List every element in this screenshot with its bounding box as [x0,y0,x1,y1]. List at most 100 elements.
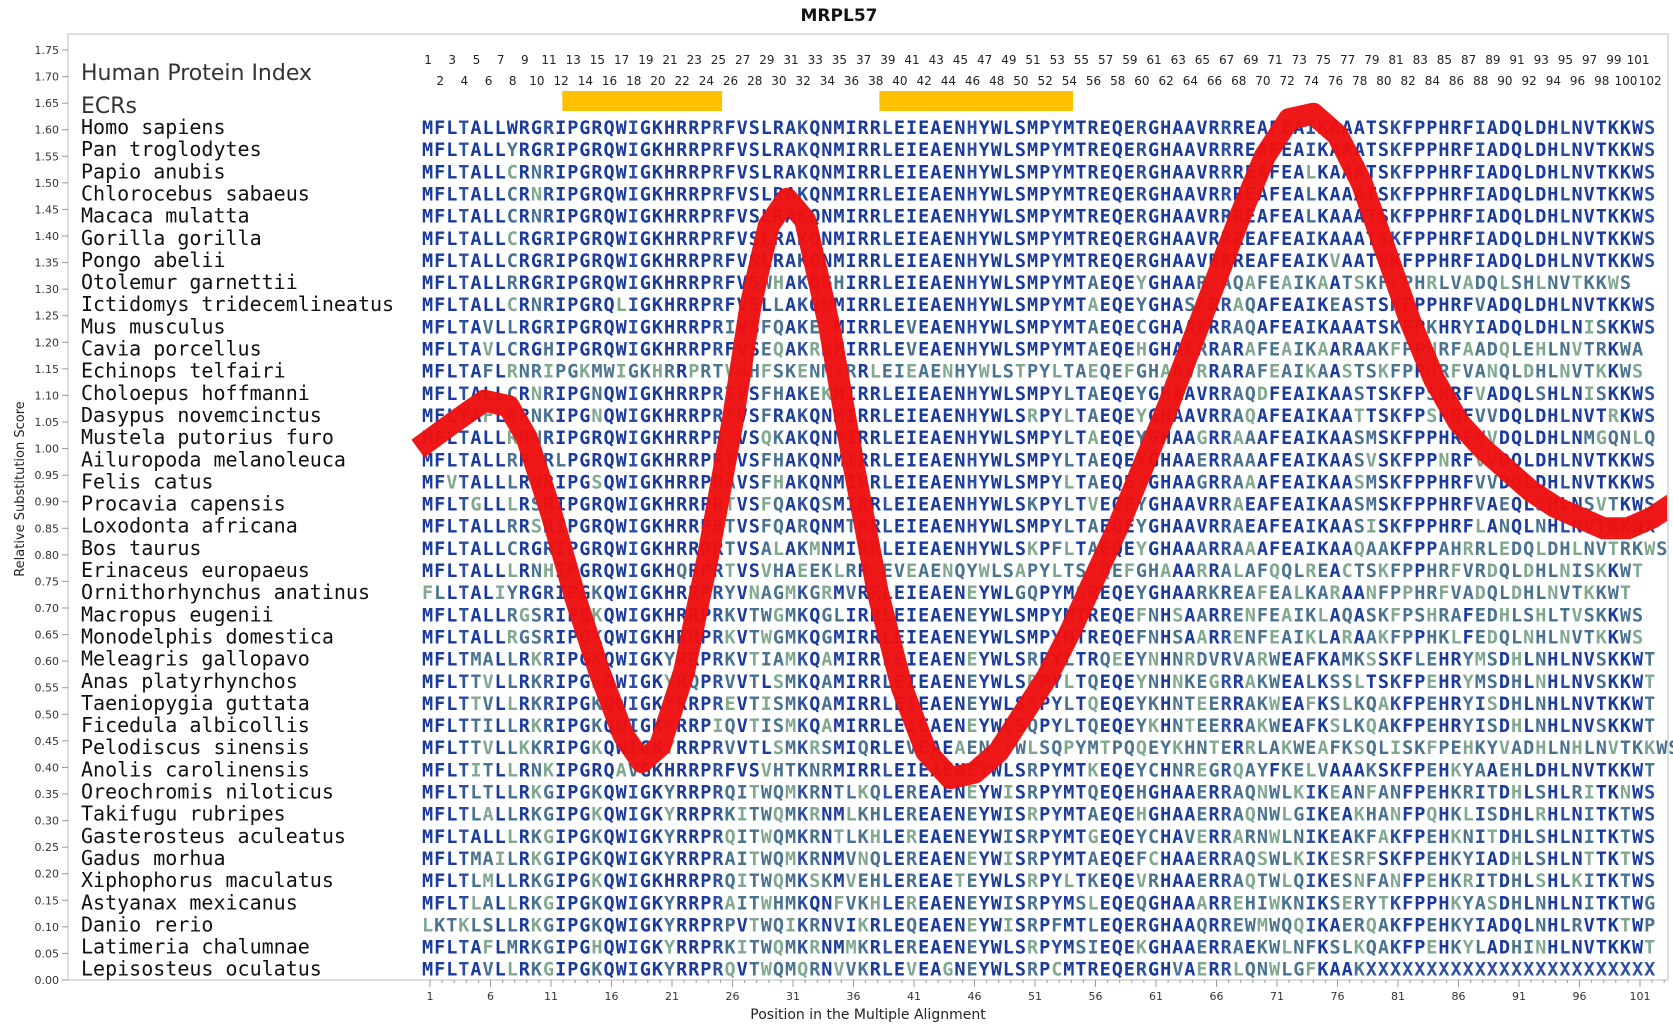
residue: G [640,406,651,427]
residue: N [821,184,832,205]
residue: R [1027,871,1039,892]
residue: Y [1051,162,1063,183]
residue: R [870,251,882,272]
residue: A [930,893,941,914]
index-number: 76 [1328,74,1343,88]
residue: D [1499,118,1510,139]
residue: I [1305,450,1316,471]
residue: A [1233,450,1244,471]
residue: P [567,495,578,516]
residue: E [1196,450,1207,471]
residue: K [1317,472,1329,493]
residue: T [1596,472,1607,493]
residue: Q [604,428,615,449]
residue: K [797,295,809,316]
residue: R [712,317,724,338]
residue: T [749,783,760,804]
residue: G [640,893,651,914]
residue: Q [604,384,615,405]
residue: F [1390,561,1401,582]
residue: N [1523,627,1534,648]
residue: M [1027,472,1038,493]
residue: H [1535,362,1546,383]
residue: S [1402,738,1413,759]
residue: R [712,583,724,604]
x-tick-label: 36 [847,990,861,1003]
residue: P [1414,450,1425,471]
residue: W [761,938,773,959]
residue: I [555,716,566,737]
residue: R [676,184,688,205]
residue: R [688,428,700,449]
residue: I [555,738,566,759]
residue: I [1305,229,1316,250]
residue: L [1559,406,1570,427]
residue: R [809,938,821,959]
residue: Q [1112,295,1123,316]
residue: L [446,760,457,781]
residue: S [749,539,760,560]
residue: A [1281,605,1292,626]
residue: W [616,472,628,493]
residue: K [785,362,797,383]
residue: S [821,495,832,516]
residue: R [688,450,700,471]
residue: L [1354,672,1365,693]
residue: V [737,672,748,693]
residue: L [446,140,457,161]
species-sequence: MFLTGLLLRSRIPGRQWIGKHRRPRTVSFQAKQSMIRRLE… [422,495,1655,516]
residue: L [882,384,893,405]
residue: A [785,561,796,582]
x-tick-label: 31 [786,990,800,1003]
residue: L [507,805,518,826]
residue: K [1317,938,1329,959]
residue: R [591,140,603,161]
residue: L [483,184,494,205]
residue: R [543,672,555,693]
residue: R [591,495,603,516]
residue: P [700,428,711,449]
residue: A [821,694,832,715]
residue: M [833,118,844,139]
residue: N [821,450,832,471]
residue: E [942,118,953,139]
residue: S [1378,760,1389,781]
x-tick-label: 81 [1391,990,1405,1003]
residue: K [821,871,833,892]
residue: K [797,428,809,449]
residue: E [1100,783,1111,804]
residue: R [858,162,870,183]
residue: A [1463,273,1474,294]
residue: Q [1112,317,1123,338]
residue: Y [1051,827,1063,848]
residue: I [1475,140,1486,161]
residue: E [894,960,905,981]
residue: K [591,915,603,936]
index-number: 14 [578,74,593,88]
residue: F [1402,783,1413,804]
residue: P [1039,760,1050,781]
residue: P [700,184,711,205]
residue: A [1245,362,1256,383]
residue: Y [1051,317,1063,338]
residue: L [1342,716,1353,737]
residue: P [567,406,578,427]
residue: G [579,672,590,693]
species-name: Procavia capensis [81,492,286,516]
residue: R [809,849,821,870]
residue: I [1305,827,1316,848]
residue: A [785,162,796,183]
residue: I [628,162,639,183]
residue: A [1184,406,1195,427]
residue: M [785,650,796,671]
residue: P [1426,207,1437,228]
residue: M [833,627,844,648]
residue: A [1293,118,1304,139]
residue: H [1511,871,1522,892]
residue: L [495,406,506,427]
residue: X [1547,960,1558,981]
residue: T [458,140,469,161]
residue: E [882,561,893,582]
residue: P [1426,428,1437,449]
residue: H [1547,938,1558,959]
